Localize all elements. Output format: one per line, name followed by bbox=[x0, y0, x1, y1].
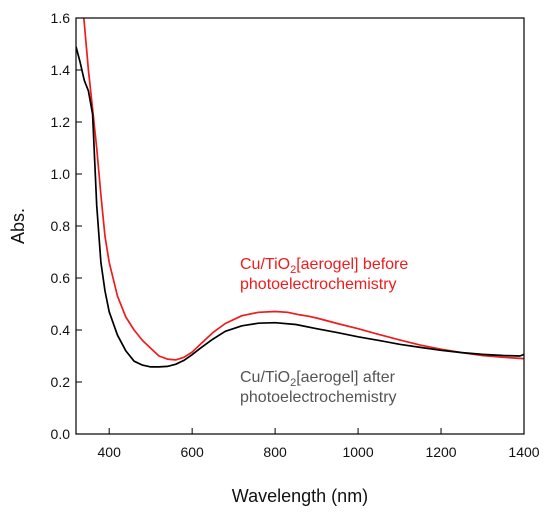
x-tick-label: 1200 bbox=[425, 444, 456, 460]
y-tick-label: 0.8 bbox=[51, 218, 71, 234]
series-line-1 bbox=[82, 18, 524, 361]
y-tick-label: 1.6 bbox=[51, 10, 71, 26]
y-tick-label: 0.6 bbox=[51, 270, 71, 286]
y-tick-label: 1.4 bbox=[51, 62, 71, 78]
annotation-before-line2: photoelectrochemistry bbox=[240, 276, 397, 293]
annotation-after-line1: Cu/TiO2[aerogel] after bbox=[240, 369, 396, 389]
y-tick-label: 0.2 bbox=[51, 374, 71, 390]
y-tick-label: 1.2 bbox=[51, 114, 71, 130]
x-tick-label: 400 bbox=[98, 444, 122, 460]
x-axis-title: Wavelength (nm) bbox=[232, 486, 368, 506]
annotation-before-line1: Cu/TiO2[aerogel] before bbox=[240, 256, 408, 276]
annotation-after-line2: photoelectrochemistry bbox=[240, 389, 397, 406]
x-tick-label: 800 bbox=[263, 444, 287, 460]
x-tick-label: 1000 bbox=[342, 444, 373, 460]
y-tick-label: 0.4 bbox=[51, 322, 71, 338]
y-axis-title: Abs. bbox=[8, 208, 28, 244]
x-tick-label: 1400 bbox=[508, 444, 539, 460]
y-tick-label: 1.0 bbox=[51, 166, 71, 182]
series-line-2 bbox=[76, 46, 524, 368]
y-tick-label: 0.0 bbox=[51, 426, 71, 442]
x-tick-label: 600 bbox=[180, 444, 204, 460]
